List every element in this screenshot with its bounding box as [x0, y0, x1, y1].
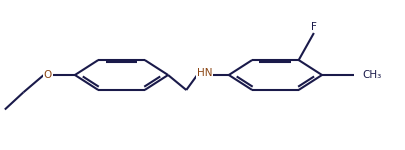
Text: CH₃: CH₃: [362, 70, 382, 80]
Text: O: O: [44, 70, 52, 80]
Text: F: F: [311, 22, 317, 32]
Text: HN: HN: [197, 69, 212, 78]
